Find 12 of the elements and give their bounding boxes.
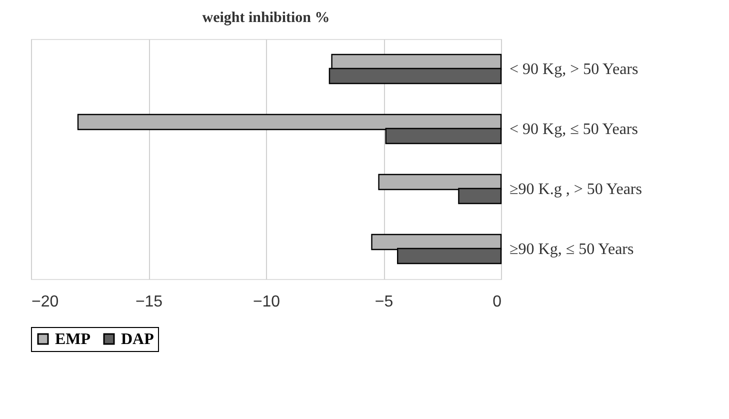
x-tick-label: −15 xyxy=(135,294,163,310)
chart-title: weight inhibition % xyxy=(202,10,330,26)
y-tick-label: ≥90 Kg, ≤ 50 Years xyxy=(510,241,634,258)
legend-label: DAP xyxy=(121,331,154,348)
x-tick-label: 0 xyxy=(492,294,502,310)
x-tick-label: −10 xyxy=(252,294,280,310)
y-tick-label: < 90 Kg, ≤ 50 Years xyxy=(510,121,638,138)
x-tick-label: −5 xyxy=(374,294,394,310)
y-tick-label: ≥90 K.g , > 50 Years xyxy=(510,181,642,198)
y-tick-label: < 90 Kg, > 50 Years xyxy=(510,61,638,78)
legend-label: EMP xyxy=(55,331,91,348)
x-tick-label: −20 xyxy=(32,294,59,310)
